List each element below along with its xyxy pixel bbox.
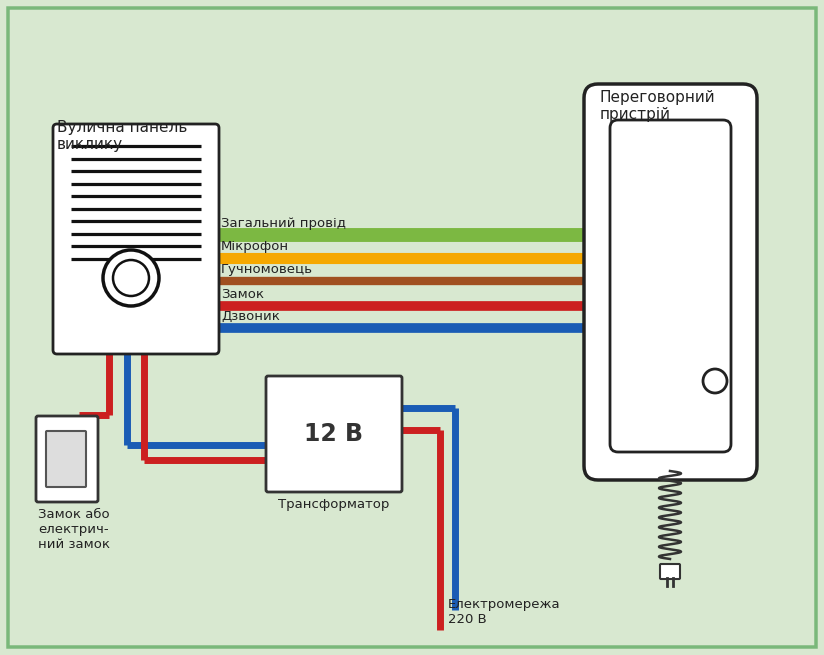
Circle shape (113, 260, 149, 296)
Circle shape (103, 250, 159, 306)
FancyBboxPatch shape (660, 564, 680, 579)
FancyBboxPatch shape (53, 124, 219, 354)
Text: Трансформатор: Трансформатор (279, 498, 390, 511)
Text: 12 В: 12 В (305, 422, 363, 446)
Text: Переговорний
пристрій: Переговорний пристрій (600, 90, 715, 122)
FancyBboxPatch shape (36, 416, 98, 502)
Text: Замок: Замок (221, 288, 264, 301)
FancyBboxPatch shape (584, 84, 757, 480)
Text: Електромережа
220 В: Електромережа 220 В (448, 598, 560, 626)
Text: Мікрофон: Мікрофон (221, 240, 289, 253)
Text: Замок або
електрич-
ний замок: Замок або електрич- ний замок (38, 508, 110, 551)
FancyBboxPatch shape (266, 376, 402, 492)
Text: Загальний провід: Загальний провід (221, 217, 346, 230)
FancyBboxPatch shape (46, 431, 86, 487)
Text: Гучномовець: Гучномовець (221, 263, 313, 276)
Text: Дзвоник: Дзвоник (221, 310, 280, 323)
Circle shape (703, 369, 727, 393)
FancyBboxPatch shape (8, 8, 816, 647)
FancyBboxPatch shape (610, 120, 731, 452)
Text: Вулична панель
виклику: Вулична панель виклику (57, 120, 187, 153)
